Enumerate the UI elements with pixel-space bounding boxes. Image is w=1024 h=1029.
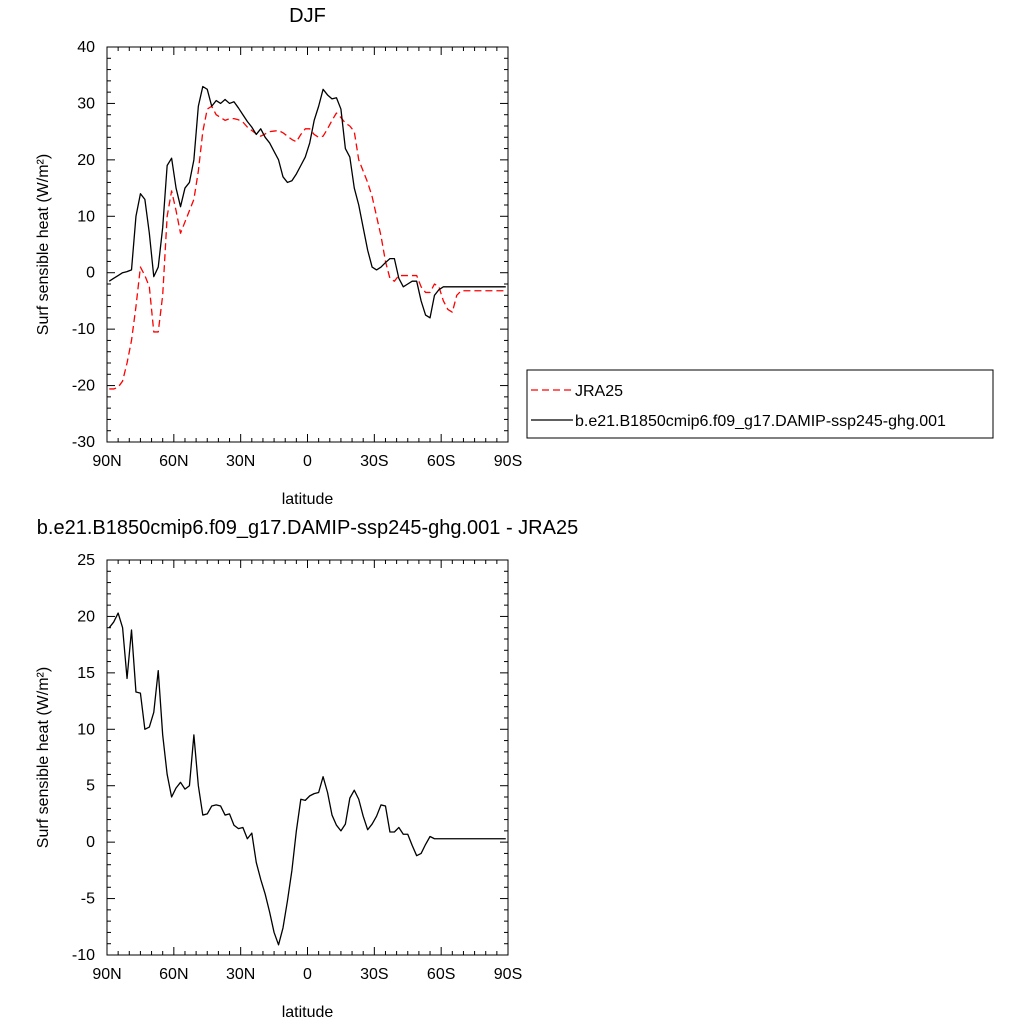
x-tick-label: 0 [303, 453, 312, 470]
chart-panel-2: b.e21.B1850cmip6.f09_g17.DAMIP-ssp245-gh… [35, 517, 578, 1021]
legend-label: b.e21.B1850cmip6.f09_g17.DAMIP-ssp245-gh… [575, 413, 946, 430]
legend-label: JRA25 [575, 383, 623, 400]
x-axis-label: latitude [282, 1004, 334, 1021]
y-tick-label: -20 [72, 378, 95, 395]
y-axis-label: Surf sensible heat (W/m²) [35, 154, 52, 335]
chart-title: DJF [289, 5, 326, 27]
y-tick-label: -10 [72, 321, 95, 338]
chart-title: b.e21.B1850cmip6.f09_g17.DAMIP-ssp245-gh… [37, 517, 578, 539]
y-tick-label: -10 [72, 947, 95, 964]
y-tick-label: -30 [72, 434, 95, 451]
y-tick-label: 10 [77, 721, 95, 738]
legend: JRA25 b.e21.B1850cmip6.f09_g17.DAMIP-ssp2… [526, 369, 994, 439]
y-tick-label: 20 [77, 152, 95, 169]
series-line-difference [108, 612, 506, 946]
x-tick-label: 90S [494, 966, 522, 983]
chart-panel-1: DJF 90N 60N 30N 0 30S 60S 90S -30 -20 -10 0 10 20 30 40… [35, 5, 994, 508]
plot-frame [106, 559, 509, 956]
y-tick-label: 25 [77, 552, 95, 569]
x-tick-label: 90N [92, 966, 121, 983]
x-tick-label: 30N [226, 966, 255, 983]
y-tick-label: -5 [81, 891, 95, 908]
y-tick-label: 30 [77, 95, 95, 112]
x-tick-label: 90S [494, 453, 522, 470]
x-axis-label: latitude [282, 491, 334, 508]
y-tick-label: 15 [77, 665, 95, 682]
y-axis-label: Surf sensible heat (W/m²) [35, 667, 52, 848]
x-tick-label: 60N [159, 966, 188, 983]
y-tick-label: 0 [86, 265, 95, 282]
series-line-model [108, 85, 506, 319]
x-tick-label: 60S [427, 453, 455, 470]
y-tick-label: 20 [77, 608, 95, 625]
x-tick-label: 30S [360, 966, 388, 983]
y-tick-label: 5 [86, 778, 95, 795]
x-tick-label: 30S [360, 453, 388, 470]
x-tick-label: 90N [92, 453, 121, 470]
y-tick-label: 10 [77, 208, 95, 225]
y-tick-label: 0 [86, 834, 95, 851]
y-tick-label: 40 [77, 39, 95, 56]
x-tick-label: 0 [303, 966, 312, 983]
x-tick-label: 60S [427, 966, 455, 983]
x-tick-label: 30N [226, 453, 255, 470]
legend-box [526, 369, 994, 439]
x-tick-label: 60N [159, 453, 188, 470]
plot-frame [106, 46, 509, 443]
